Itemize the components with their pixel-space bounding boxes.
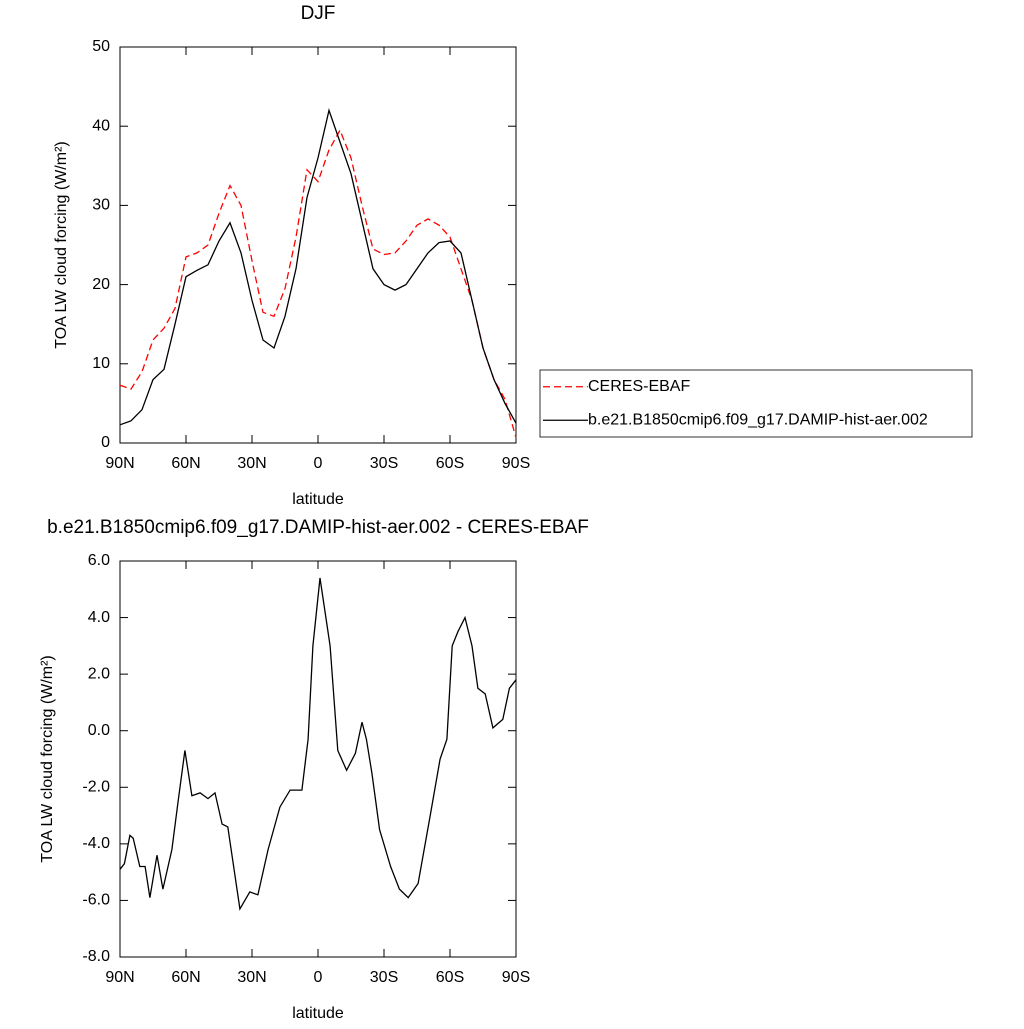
y-axis-label: TOA LW cloud forcing (W/m²) <box>39 655 56 862</box>
y-tick-label: 0 <box>101 434 110 451</box>
x-tick-label: 60N <box>171 969 200 986</box>
x-tick-label: 30N <box>237 455 266 472</box>
plot-frame <box>119 46 517 444</box>
legend-label: CERES-EBAF <box>588 378 690 395</box>
y-tick-label: -6.0 <box>82 892 110 909</box>
x-tick-label: 90S <box>502 969 530 986</box>
y-axis-label: TOA LW cloud forcing (W/m²) <box>53 141 70 348</box>
x-tick-label: 30N <box>237 969 266 986</box>
x-tick-label: 30S <box>370 455 398 472</box>
series-line <box>119 577 517 911</box>
y-tick-label: 20 <box>92 276 110 293</box>
series-line <box>119 108 517 426</box>
x-tick-label: 0 <box>314 969 323 986</box>
x-tick-label: 60S <box>436 455 464 472</box>
x-axis-label: latitude <box>292 1005 344 1022</box>
x-tick-label: 60S <box>436 969 464 986</box>
y-tick-label: -4.0 <box>82 835 110 852</box>
x-tick-label: 30S <box>370 969 398 986</box>
y-tick-label: 2.0 <box>88 665 110 682</box>
x-axis-label: latitude <box>292 491 344 508</box>
y-tick-label: 50 <box>92 38 110 55</box>
plot-frame <box>119 560 517 958</box>
x-tick-label: 90S <box>502 455 530 472</box>
legend-box <box>539 369 973 438</box>
x-tick-label: 60N <box>171 455 200 472</box>
y-tick-label: 6.0 <box>88 552 110 569</box>
y-tick-label: 4.0 <box>88 609 110 626</box>
x-tick-label: 0 <box>314 455 323 472</box>
y-tick-label: 40 <box>92 117 110 134</box>
y-tick-label: -8.0 <box>82 948 110 965</box>
y-tick-label: 10 <box>92 355 110 372</box>
legend-label: b.e21.B1850cmip6.f09_g17.DAMIP-hist-aer.… <box>588 411 928 428</box>
series-line <box>119 128 517 438</box>
chart-title: DJF <box>301 3 336 24</box>
y-tick-label: 30 <box>92 197 110 214</box>
x-tick-label: 90N <box>105 969 134 986</box>
x-tick-label: 90N <box>105 455 134 472</box>
chart-title: b.e21.B1850cmip6.f09_g17.DAMIP-hist-aer.… <box>47 517 589 538</box>
y-tick-label: 0.0 <box>88 722 110 739</box>
y-tick-label: -2.0 <box>82 779 110 796</box>
